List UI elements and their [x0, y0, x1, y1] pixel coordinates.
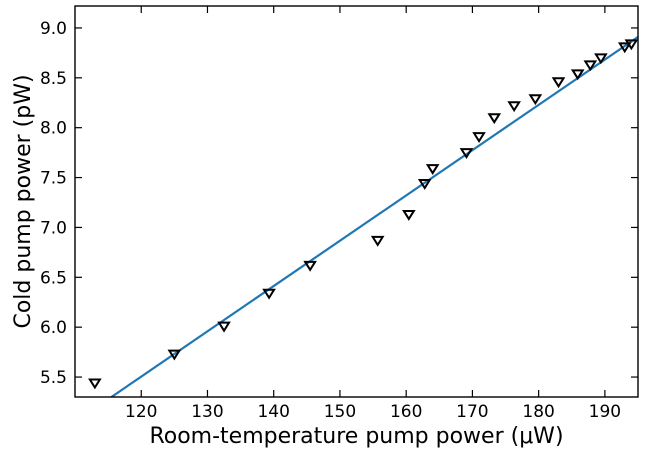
data-point	[624, 39, 638, 51]
plot-area	[88, 36, 638, 397]
data-point	[487, 113, 502, 125]
data-point	[370, 235, 385, 247]
x-tick-label: 130	[191, 402, 223, 422]
data-point	[459, 148, 474, 160]
data-point	[303, 260, 317, 272]
data-point	[583, 60, 598, 72]
y-tick-label: 6.5	[40, 268, 67, 288]
data-point	[472, 132, 486, 144]
y-tick-label: 8.5	[40, 69, 67, 89]
data-point	[507, 101, 521, 113]
data-point	[594, 53, 608, 65]
data-point	[551, 77, 566, 89]
data-point	[425, 164, 440, 175]
data-point	[402, 209, 416, 221]
y-axis: 5.5 6.0 6.5 7.0 7.5 8.0 8.5 9.0	[40, 19, 638, 388]
data-point	[88, 378, 102, 390]
x-axis: 120 130 140 150 160 170 180 190	[125, 6, 621, 422]
data-point	[167, 349, 182, 361]
x-tick-label: 150	[324, 402, 356, 422]
x-tick-label: 160	[390, 402, 422, 422]
y-tick-label: 6.0	[40, 318, 67, 338]
x-tick-label: 120	[125, 402, 157, 422]
x-tick-label: 140	[257, 402, 289, 422]
data-point	[570, 69, 585, 81]
plot-frame	[74, 5, 639, 398]
y-tick-label: 7.0	[40, 218, 67, 238]
data-point	[617, 42, 632, 54]
x-tick-label: 170	[456, 402, 488, 422]
y-tick-label: 7.5	[40, 169, 67, 189]
data-point	[262, 288, 276, 300]
x-axis-label: Room-temperature pump power (μW)	[149, 424, 563, 449]
y-tick-label: 5.5	[40, 368, 67, 388]
data-point	[217, 321, 231, 333]
data-point	[417, 179, 432, 190]
data-point	[528, 94, 543, 106]
y-axis-label: Cold pump power (pW)	[11, 74, 36, 328]
x-tick-label: 180	[522, 402, 554, 422]
fit-line	[110, 36, 638, 397]
y-tick-label: 8.0	[40, 119, 67, 139]
y-tick-label: 9.0	[40, 19, 67, 39]
x-tick-label: 190	[589, 402, 621, 422]
